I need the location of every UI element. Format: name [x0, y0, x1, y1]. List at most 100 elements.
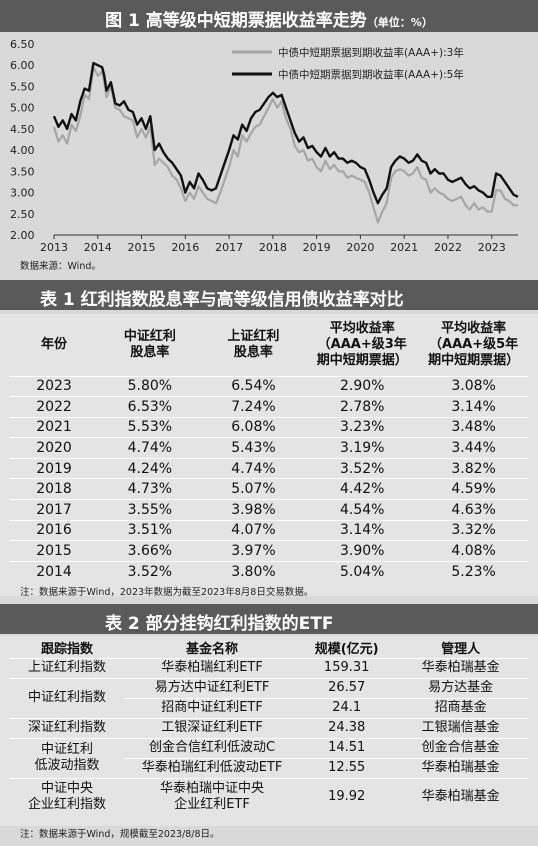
table1-cell: 4.07%: [201, 519, 306, 541]
table-row: 深证红利指数 工银深证红利ETF 24.38 工银瑞信基金: [10, 717, 528, 738]
table1-cell: 5.07%: [201, 478, 306, 500]
table1-cell: 5.04%: [305, 560, 420, 582]
table-row: 上证红利指数 华泰柏瑞红利ETF 159.31 华泰柏瑞基金: [10, 657, 528, 678]
table1-cell: 3.14%: [305, 519, 420, 541]
y-tick-label: 5.50: [10, 80, 35, 93]
table1-cell: 2.78%: [305, 396, 420, 418]
table1-cell: 3.08%: [419, 375, 528, 397]
table1-cell: 2017: [10, 499, 99, 521]
table-row: 中证红利指数 易方达中证红利ETF 26.57 易方达基金: [10, 677, 528, 718]
table1-cell: 3.82%: [419, 457, 528, 479]
table1-cell: 6.54%: [201, 375, 306, 397]
x-tick-label: 2021: [390, 241, 418, 254]
table-row: 2021 5.53% 6.08% 3.23% 3.48%: [10, 416, 528, 438]
table1-cell: 3.90%: [305, 540, 420, 562]
table1-cell: 2.90%: [305, 375, 420, 397]
table2-cell-size: 19.92: [300, 777, 394, 816]
table2-cell-fund: 工银深证红利ETF: [123, 717, 301, 738]
table1-header-row: 年份 中证红利 股息率 上证红利 股息率 平均收益率 （AAA+级3年 期中短期票据）…: [10, 314, 528, 376]
table-row: 2023 5.80% 6.54% 2.90% 3.08%: [10, 375, 528, 397]
table2-col-header: 规模(亿元): [314, 642, 379, 658]
table-row: 招商中证红利ETF 24.1 招商基金: [10, 697, 528, 718]
table2-cell-fund: 华泰柏瑞红利ETF: [123, 657, 301, 678]
table1-note: 注：数据来源于Wind，2023年数据为截至2023年8月8日交易数据。: [20, 587, 314, 598]
y-tick-label: 2.00: [10, 229, 35, 242]
table2-cell-size: 24.1: [300, 697, 394, 718]
y-tick-label: 3.50: [10, 165, 35, 178]
table2-col-header: 跟踪指数: [40, 642, 93, 658]
table1-cell: 3.51%: [98, 519, 202, 541]
table1-cell: 5.53%: [98, 416, 202, 438]
table-row: 华泰柏瑞红利低波动ETF 12.55 华泰柏瑞基金: [10, 757, 528, 778]
table-row: 2020 4.74% 5.43% 3.19% 3.44%: [10, 437, 528, 459]
x-tick-label: 2020: [346, 241, 374, 254]
y-tick-label: 4.00: [10, 144, 35, 157]
table2-title: 表 2 部分挂钩红利指数的ETF: [105, 614, 334, 634]
table1-cell: 3.48%: [419, 416, 528, 438]
table-row: 2017 3.55% 3.98% 4.54% 4.63%: [10, 499, 528, 521]
table1-cell: 4.54%: [305, 499, 420, 521]
table2-cell-size: 26.57: [300, 677, 394, 698]
x-tick-label: 2015: [128, 241, 156, 254]
table2-cell-size: 24.38: [300, 717, 394, 738]
table2-cell-index: 深证红利指数: [10, 717, 124, 738]
table-row: 2015 3.66% 3.97% 3.90% 4.08%: [10, 540, 528, 562]
table2-cell-manager: 华泰柏瑞基金: [393, 757, 528, 778]
table1-cell: 7.24%: [201, 396, 306, 418]
table1-cell: 6.53%: [98, 396, 202, 418]
table1-cell: 2016: [10, 519, 99, 541]
table2-cell-manager: 易方达基金: [393, 677, 528, 698]
table1-cell: 4.42%: [305, 478, 420, 500]
table2-cell-size: 12.55: [300, 757, 394, 778]
table1-cell: 4.59%: [419, 478, 528, 500]
x-tick-label: 2013: [40, 241, 68, 254]
table2-cell-size: 14.51: [300, 737, 394, 758]
table1-cell: 4.24%: [98, 457, 202, 479]
table2-header: 表 2 部分挂钩红利指数的ETF: [0, 604, 538, 634]
table1-cell: 3.98%: [201, 499, 306, 521]
table1-cell: 4.74%: [98, 437, 202, 459]
table2-cell-manager: 华泰柏瑞基金: [393, 777, 528, 816]
table2-cell-manager: 华泰柏瑞基金: [393, 657, 528, 678]
y-tick-label: 6.50: [10, 38, 35, 51]
table1-cell: 4.08%: [419, 540, 528, 562]
table1-col-header: 平均收益率 （AAA+级3年 期中短期票据）: [316, 320, 408, 368]
x-tick-label: 2018: [259, 241, 287, 254]
table1-cell: 4.73%: [98, 478, 202, 500]
table1-cell: 5.80%: [98, 375, 202, 397]
series-line-5y: [52, 61, 519, 205]
table1-header: 表 1 红利指数股息率与高等级信用债收益率对比: [0, 280, 538, 310]
legend-label-5y: 中债中短期票据到期收益率(AAA+):5年: [278, 68, 464, 81]
table1-cell: 3.23%: [305, 416, 420, 438]
table2-panel: 跟踪指数 基金名称 规模(亿元) 管理人 上证红利指数 华泰柏瑞红利ETF 159.31 华…: [0, 636, 538, 840]
table1-cell: 3.80%: [201, 560, 306, 582]
y-tick-label: 6.00: [10, 59, 35, 72]
table2-cell-manager: 招商基金: [393, 697, 528, 718]
table1-cell: 5.43%: [201, 437, 306, 459]
table2-cell-manager: 创金合信基金: [393, 737, 528, 758]
table2-cell-fund: 易方达中证红利ETF: [123, 677, 301, 698]
figure-source-note: 数据来源：Wind。: [20, 261, 101, 272]
table1-cell: 6.08%: [201, 416, 306, 438]
table1-col-header: 上证红利 股息率: [227, 328, 280, 360]
series-line-3y: [52, 66, 518, 224]
table1-cell: 2014: [10, 560, 99, 582]
table2-col-header: 管理人: [441, 642, 481, 658]
table1-cell: 3.55%: [98, 499, 202, 521]
table2-header-row: 跟踪指数 基金名称 规模(亿元) 管理人: [10, 638, 528, 658]
dividend-etf-table: 跟踪指数 基金名称 规模(亿元) 管理人 上证红利指数 华泰柏瑞红利ETF 159.31 华…: [10, 638, 528, 816]
table-row: 2014 3.52% 3.80% 5.04% 5.23%: [10, 560, 528, 582]
table-row: 中证红利 低波动指数 创金合信红利低波动C 14.51 创金合信基金: [10, 737, 528, 778]
table2-cell-fund: 招商中证红利ETF: [123, 697, 301, 718]
table1-cell: 3.44%: [419, 437, 528, 459]
table1-col-header: 中证红利 股息率: [123, 328, 176, 360]
table2-cell-fund: 创金合信红利低波动C: [123, 737, 301, 758]
table2-note: 注：数据来源于Wind，规模截至2023/8/8日。: [20, 829, 220, 840]
table2-cell-fund: 华泰柏瑞红利低波动ETF: [123, 757, 301, 778]
x-tick-label: 2019: [303, 241, 331, 254]
table2-cell-size: 159.31: [300, 657, 394, 678]
y-tick-label: 2.50: [10, 208, 35, 221]
table-row: 中证中央 企业红利指数 华泰柏瑞中证中央 企业红利ETF 19.92 华泰柏瑞基金: [10, 777, 528, 816]
table1-cell: 2015: [10, 540, 99, 562]
table1-cell: 3.97%: [201, 540, 306, 562]
